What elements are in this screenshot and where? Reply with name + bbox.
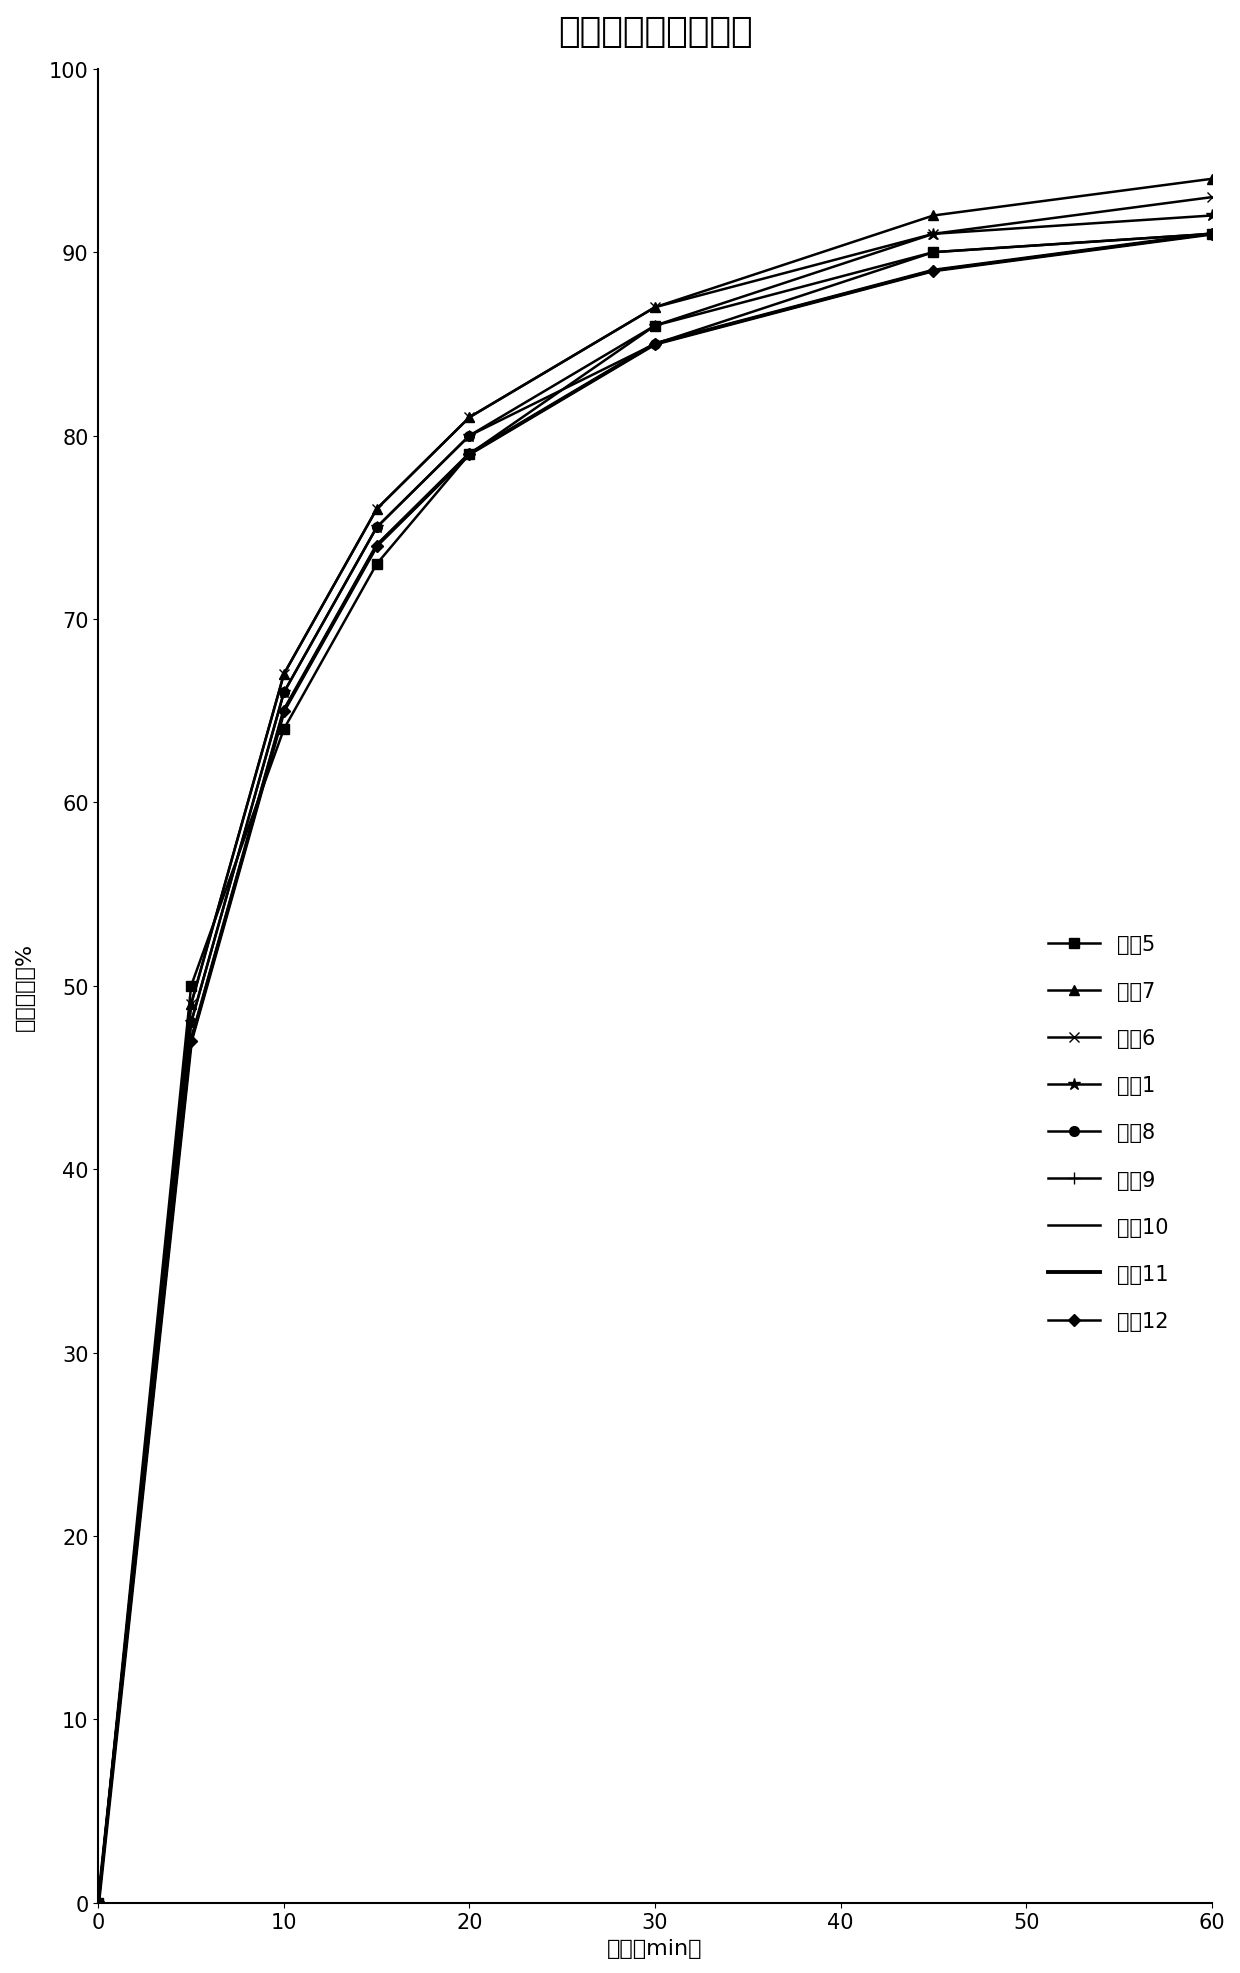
产物10 [463, 442, 477, 466]
产物7 [463, 406, 477, 430]
产物12 [370, 535, 384, 558]
产物11 [647, 333, 662, 357]
产物11 [91, 1890, 105, 1914]
Line: 产物12: 产物12 [94, 231, 1216, 1908]
产物10 [647, 333, 662, 357]
产物1 [463, 424, 477, 448]
产物6 [926, 223, 941, 247]
产物1 [370, 517, 384, 541]
产物10 [926, 260, 941, 284]
Line: 产物7: 产物7 [93, 176, 1216, 1908]
产物9 [647, 333, 662, 357]
产物12 [1204, 223, 1219, 247]
产物11 [463, 442, 477, 466]
产物6 [463, 406, 477, 430]
产物8 [184, 1010, 198, 1034]
产物6 [184, 992, 198, 1016]
Y-axis label: 累积溶出度%: 累积溶出度% [15, 943, 35, 1030]
X-axis label: 时间（min）: 时间（min） [608, 1937, 703, 1957]
产物1 [1204, 205, 1219, 229]
产物7 [277, 663, 291, 687]
产物6 [91, 1890, 105, 1914]
产物12 [463, 442, 477, 466]
产物10 [277, 700, 291, 724]
产物5 [463, 442, 477, 466]
Legend: 产物5, 产物7, 产物6, 产物1, 产物8, 产物9, 产物10, 产物11, 产物12: 产物5, 产物7, 产物6, 产物1, 产物8, 产物9, 产物10, 产物11… [1038, 923, 1179, 1342]
产物6 [370, 497, 384, 521]
产物1 [184, 1010, 198, 1034]
产物5 [277, 718, 291, 742]
产物5 [91, 1890, 105, 1914]
产物11 [370, 535, 384, 558]
产物8 [91, 1890, 105, 1914]
产物12 [647, 333, 662, 357]
产物7 [1204, 168, 1219, 191]
产物5 [370, 552, 384, 576]
产物12 [91, 1890, 105, 1914]
Line: 产物11: 产物11 [98, 235, 1211, 1902]
产物9 [1204, 223, 1219, 247]
产物8 [370, 517, 384, 541]
Line: 产物9: 产物9 [92, 229, 1218, 1910]
产物6 [647, 296, 662, 320]
产物7 [926, 205, 941, 229]
产物12 [926, 260, 941, 284]
产物8 [926, 241, 941, 264]
产物8 [277, 681, 291, 704]
产物7 [647, 296, 662, 320]
产物6 [1204, 185, 1219, 209]
产物10 [1204, 223, 1219, 247]
产物1 [926, 223, 941, 247]
产物5 [926, 241, 941, 264]
产物12 [184, 1030, 198, 1054]
产物1 [277, 681, 291, 704]
产物8 [463, 424, 477, 448]
产物5 [647, 314, 662, 337]
产物7 [370, 497, 384, 521]
产物6 [277, 663, 291, 687]
产物8 [647, 333, 662, 357]
产物9 [926, 260, 941, 284]
产物1 [647, 314, 662, 337]
产物9 [91, 1890, 105, 1914]
Line: 产物5: 产物5 [93, 231, 1216, 1908]
产物9 [277, 700, 291, 724]
产物9 [370, 535, 384, 558]
产物11 [926, 260, 941, 284]
Line: 产物1: 产物1 [92, 211, 1218, 1910]
产物7 [184, 992, 198, 1016]
产物11 [277, 700, 291, 724]
Line: 产物8: 产物8 [93, 231, 1216, 1908]
产物10 [184, 1030, 198, 1054]
产物5 [1204, 223, 1219, 247]
Line: 产物6: 产物6 [93, 193, 1216, 1908]
产物11 [184, 1030, 198, 1054]
产物7 [91, 1890, 105, 1914]
产物9 [463, 442, 477, 466]
Title: 各产物溶出曲线比较: 各产物溶出曲线比较 [558, 16, 753, 49]
产物10 [91, 1890, 105, 1914]
Line: 产物10: 产物10 [98, 235, 1211, 1902]
产物5 [184, 975, 198, 998]
产物11 [1204, 223, 1219, 247]
产物9 [184, 1030, 198, 1054]
产物12 [277, 700, 291, 724]
产物8 [1204, 223, 1219, 247]
产物10 [370, 535, 384, 558]
产物1 [91, 1890, 105, 1914]
